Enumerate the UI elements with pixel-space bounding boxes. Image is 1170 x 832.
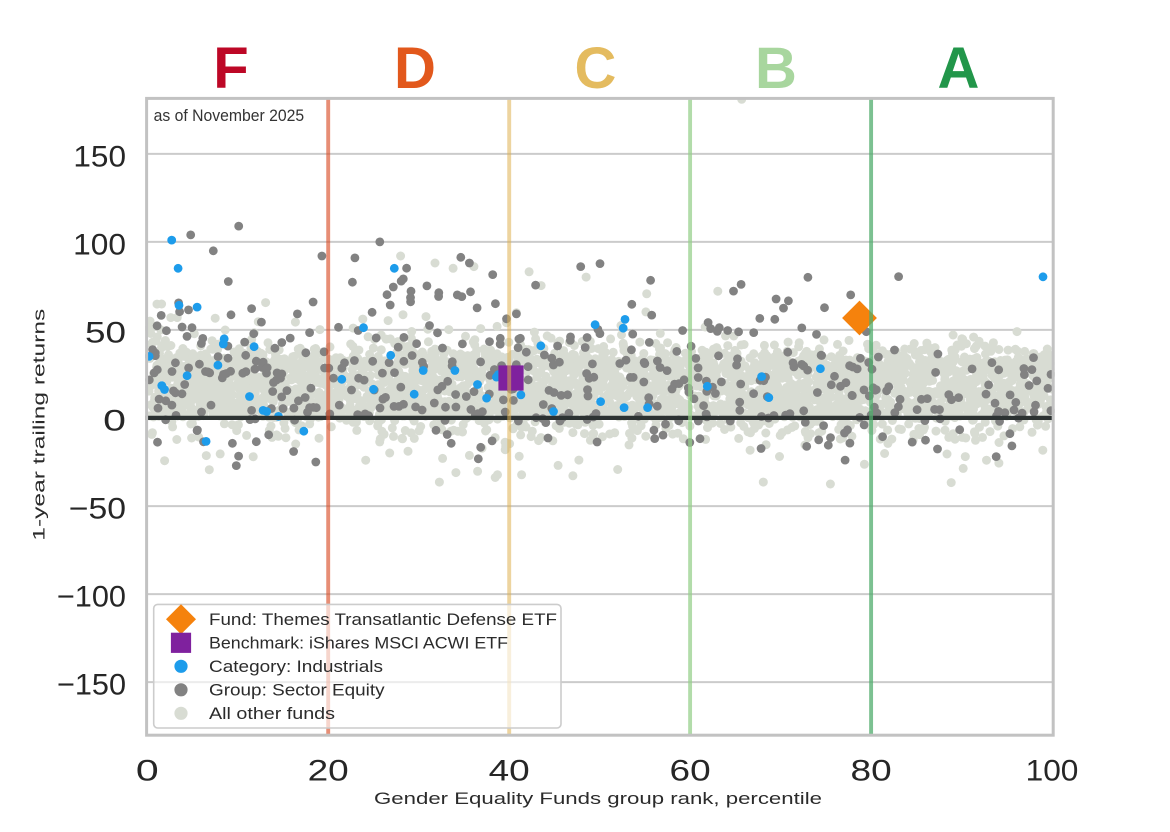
svg-text:Category: Industrials: Category: Industrials	[209, 658, 383, 676]
svg-text:100: 100	[73, 228, 126, 261]
svg-text:0: 0	[103, 405, 126, 438]
svg-text:150: 150	[73, 140, 126, 173]
svg-text:60: 60	[670, 754, 711, 787]
svg-text:D: D	[394, 36, 436, 101]
svg-text:100: 100	[1026, 754, 1079, 787]
svg-text:Gender Equality Funds group ra: Gender Equality Funds group rank, percen…	[374, 789, 822, 808]
svg-text:All other funds: All other funds	[209, 705, 335, 723]
svg-text:50: 50	[85, 316, 126, 349]
svg-text:1-year trailing returns: 1-year trailing returns	[30, 309, 49, 541]
svg-text:A: A	[938, 36, 980, 101]
svg-text:−50: −50	[69, 493, 126, 526]
svg-text:Fund: Themes Transatlantic Def: Fund: Themes Transatlantic Defense ETF	[209, 611, 557, 629]
svg-text:0: 0	[136, 754, 159, 787]
svg-text:F: F	[213, 36, 248, 101]
svg-text:B: B	[755, 36, 797, 101]
svg-text:−150: −150	[57, 669, 126, 702]
svg-text:80: 80	[851, 754, 892, 787]
svg-text:Group: Sector Equity: Group: Sector Equity	[209, 682, 386, 700]
svg-text:C: C	[575, 36, 617, 101]
svg-text:−100: −100	[57, 581, 126, 614]
svg-text:40: 40	[489, 754, 530, 787]
svg-text:as of November 2025: as of November 2025	[154, 107, 305, 125]
svg-text:20: 20	[308, 754, 349, 787]
svg-text:Benchmark: iShares MSCI ACWI E: Benchmark: iShares MSCI ACWI ETF	[209, 635, 508, 653]
